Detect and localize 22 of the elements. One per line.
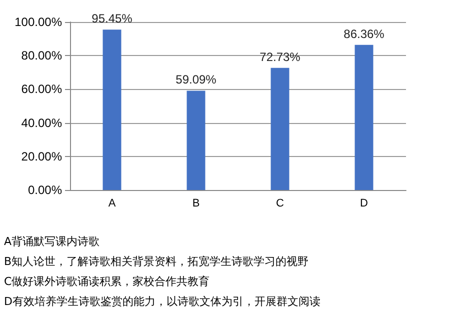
- x-tick-label: D: [360, 198, 368, 210]
- bar: [354, 44, 374, 190]
- bar: [102, 30, 122, 190]
- y-tick-label: 40.00%: [21, 116, 62, 130]
- text: D有效培养学生诗歌鉴赏的能力，以诗歌文体为引，开展群文阅读: [4, 294, 322, 310]
- data-label: 72.73%: [260, 50, 301, 64]
- x-tick-label: B: [192, 198, 200, 210]
- y-tick-label: 0.00%: [28, 183, 62, 197]
- y-tick-label: 60.00%: [21, 82, 62, 96]
- y-tick-label: 100.00%: [14, 15, 62, 29]
- x-tick-label: C: [276, 198, 284, 210]
- bar: [270, 68, 290, 190]
- bar: [186, 90, 206, 190]
- x-tick-label: A: [108, 198, 116, 210]
- text: A背诵默写课内诗歌: [4, 234, 101, 250]
- text: C做好课外诗歌诵读积累，家校合作共教育: [4, 274, 211, 290]
- text: B知人论世，了解诗歌相关背景资料，拓宽学生诗歌学习的视野: [4, 254, 310, 270]
- data-label: 95.45%: [92, 12, 133, 26]
- y-tick-label: 80.00%: [21, 48, 62, 63]
- data-label: 59.09%: [176, 72, 217, 87]
- y-tick-label: 20.00%: [21, 149, 62, 164]
- data-label: 86.36%: [344, 26, 385, 41]
